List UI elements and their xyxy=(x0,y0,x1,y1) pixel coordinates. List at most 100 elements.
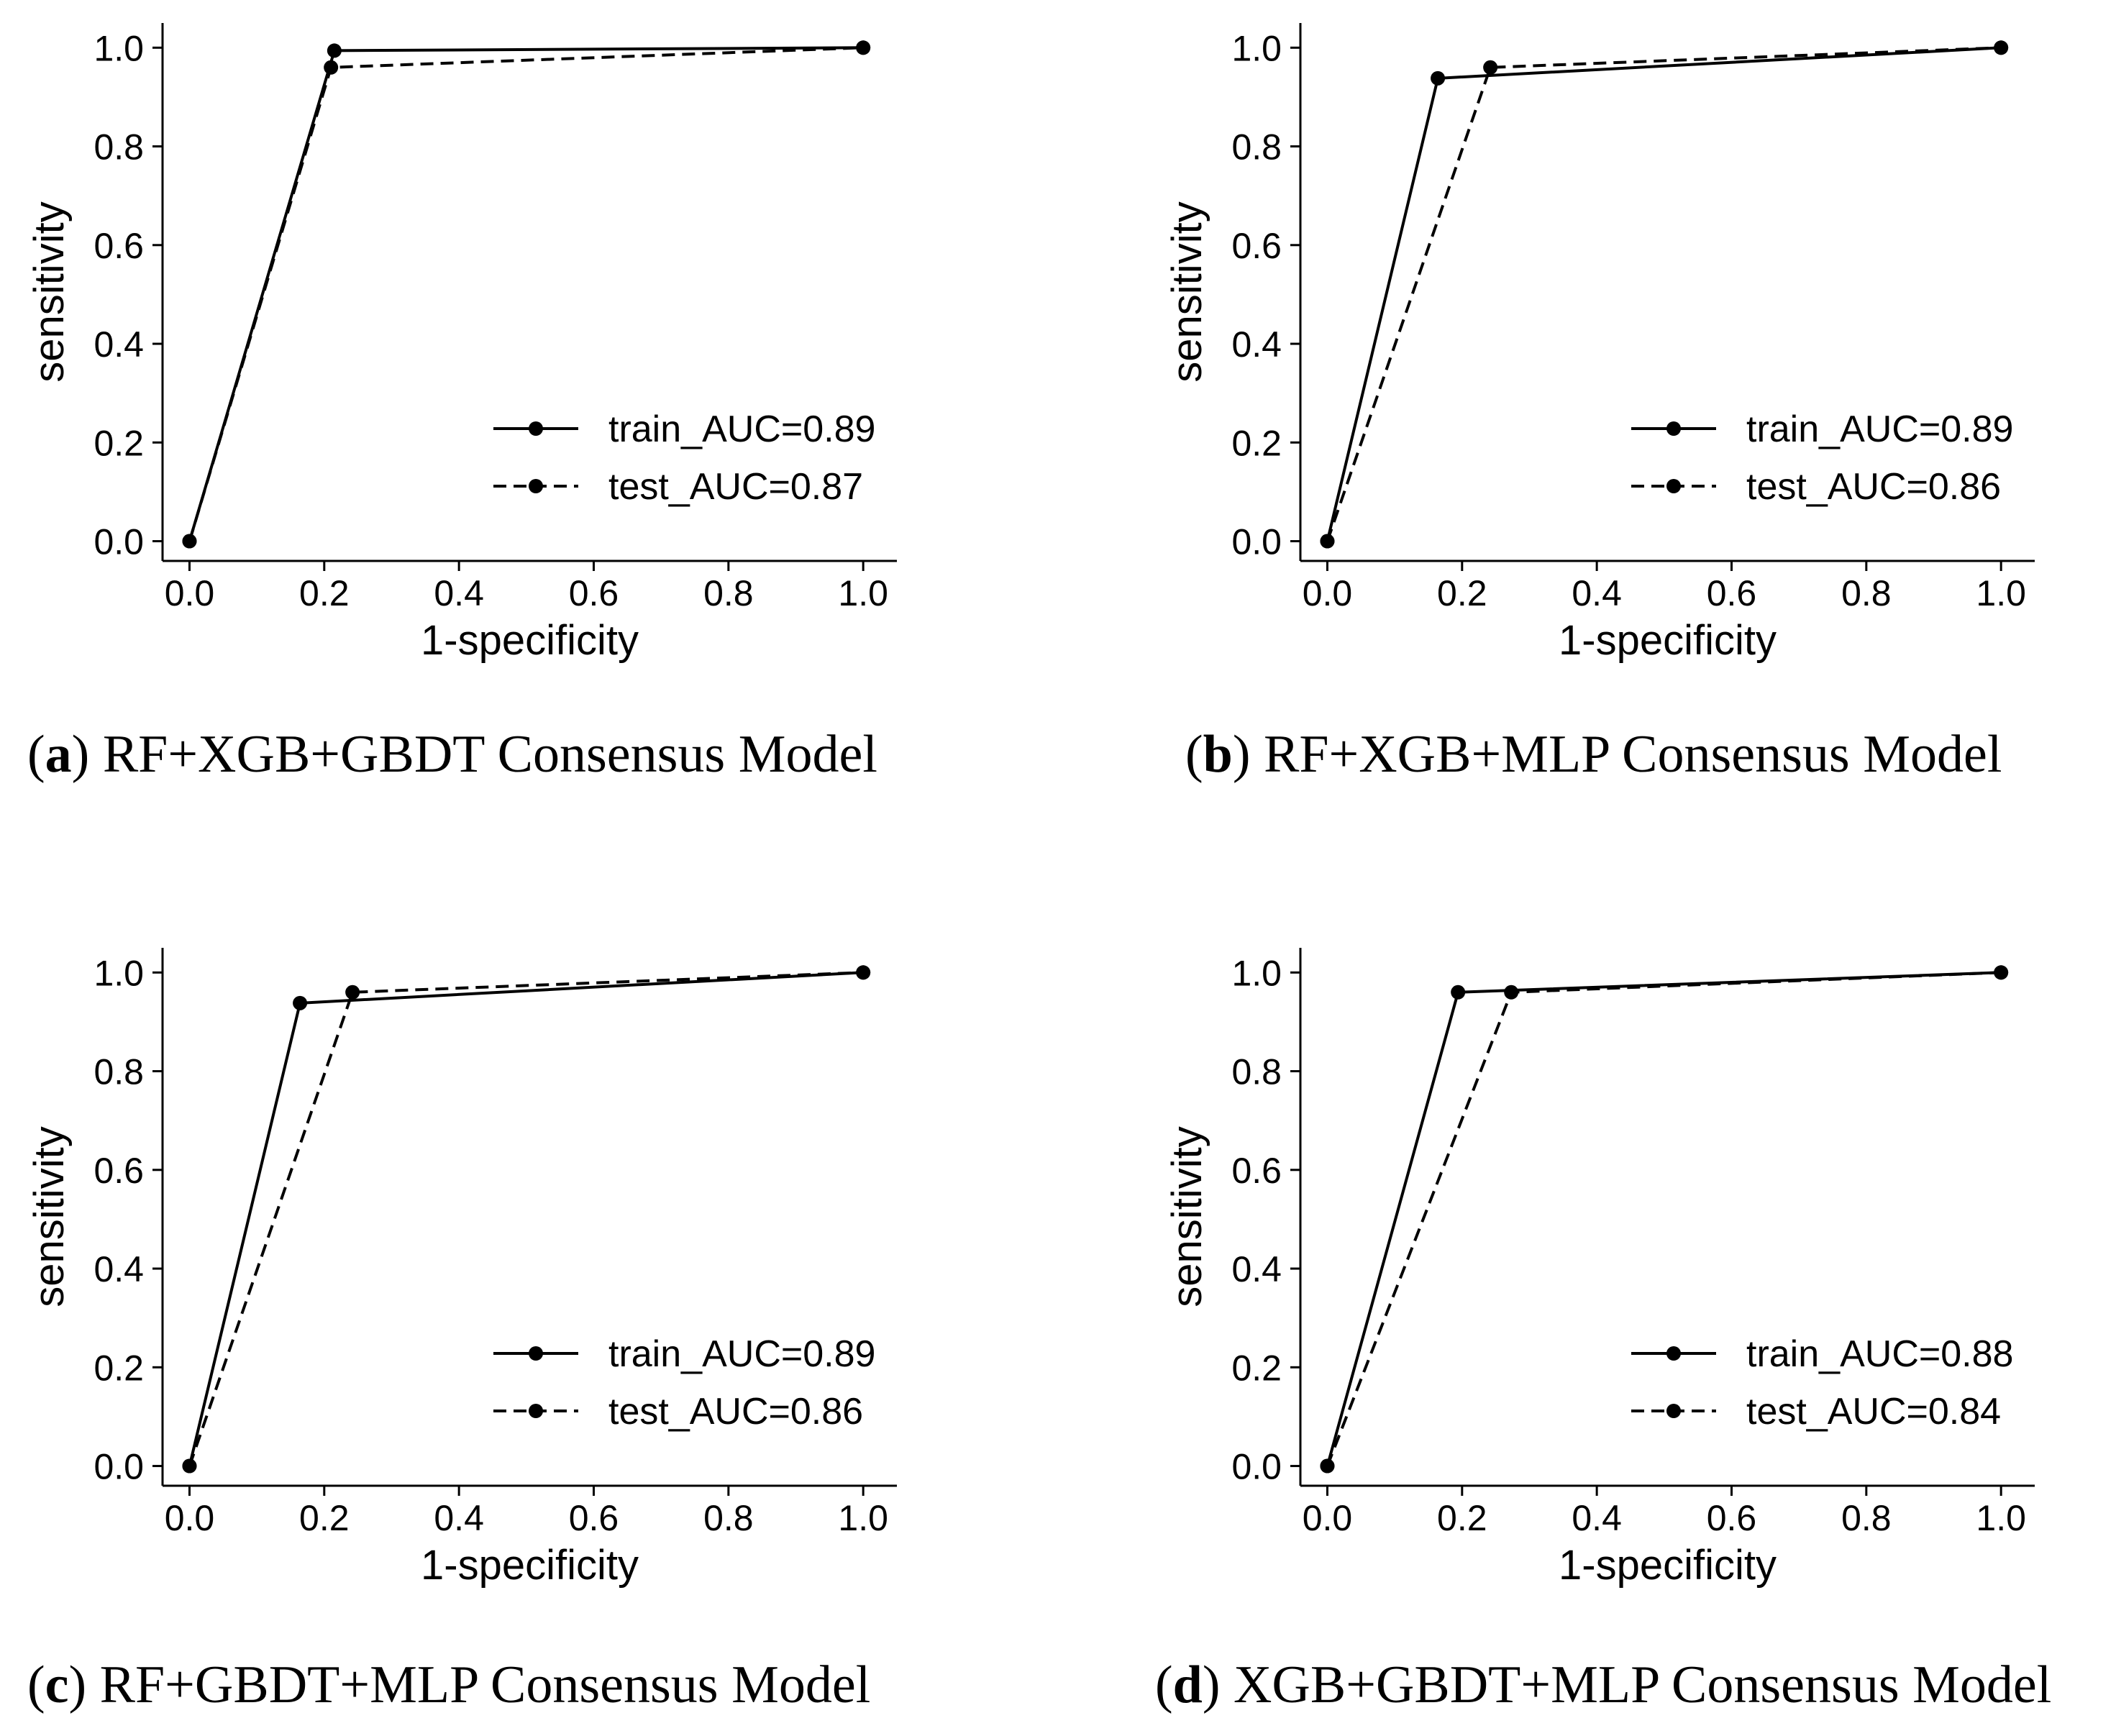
panel-d-x-tick-label: 0.4 xyxy=(1572,1498,1622,1538)
panel-d-x-tick-label: 0.8 xyxy=(1841,1498,1892,1538)
panel-c-x-tick-label: 0.2 xyxy=(299,1498,350,1538)
panel-a-caption-letter: a xyxy=(45,725,72,784)
panel-a-x-tick-label: 0.0 xyxy=(165,573,215,613)
panel-b-x-tick-label: 0.8 xyxy=(1841,573,1892,613)
panel-b-y-axis-label: sensitivity xyxy=(1164,201,1210,382)
panel-d-legend-0-marker xyxy=(1666,1346,1681,1361)
panel-b-y-tick-label: 0.6 xyxy=(1231,226,1282,266)
panel-d-chart: 0.0 0.2 0.4 0.6 0.8 1.0 0.0 0.2 0.4 0.6 0.8 1.0 1-sp… xyxy=(1164,948,2035,1589)
panel-b-y-tick-label: 0.8 xyxy=(1231,127,1282,168)
panel-a-x-tick-label: 0.6 xyxy=(569,573,619,613)
panel-d-y-tick-label: 0.4 xyxy=(1231,1249,1282,1289)
panel-d-x-tick-label: 0.0 xyxy=(1303,1498,1353,1538)
panel-a-y-axis-label: sensitivity xyxy=(26,201,73,382)
panel-a-y-tick-label: 0.4 xyxy=(94,324,144,365)
panel-c-chart: 0.0 0.2 0.4 0.6 0.8 1.0 0.0 0.2 0.4 0.6 0.8 1.0 1-sp… xyxy=(26,948,897,1589)
panel-c-y-tick-label: 0.6 xyxy=(94,1151,144,1191)
panel-c-x-tick-label: 1.0 xyxy=(838,1498,888,1538)
panel-b-chart: 0.0 0.2 0.4 0.6 0.8 1.0 0.0 0.2 0.4 0.6 0.8 1.0 1-sp… xyxy=(1164,23,2035,664)
panel-c-series-1-point xyxy=(182,1458,197,1474)
panel-b-x-tick-label: 0.4 xyxy=(1572,573,1622,613)
panel-c-caption: (c) RF+GBDT+MLP Consensus Model xyxy=(27,1655,871,1714)
panel-b-legend-1-marker xyxy=(1666,479,1681,493)
panel-b-y-tick-label: 0.2 xyxy=(1231,423,1282,463)
panel-c-y-tick-label: 0.4 xyxy=(94,1249,144,1289)
panel-b-caption: (b) RF+XGB+MLP Consensus Model xyxy=(1185,725,2002,784)
panel-d-caption-text: XGB+GBDT+MLP Consensus Model xyxy=(1233,1655,2052,1714)
panel-b-legend-0-label: train_AUC=0.89 xyxy=(1746,408,2013,450)
panel-d-legend-1-label: test_AUC=0.84 xyxy=(1746,1391,2001,1433)
panel-c-x-tick-label: 0.8 xyxy=(703,1498,754,1538)
panel-c-series-1-line xyxy=(188,971,864,1467)
panel-b-x-axis-label: 1-specificity xyxy=(1559,617,1777,664)
panel-d-y-tick-label: 1.0 xyxy=(1231,953,1282,993)
panel-b-series-1-line xyxy=(1326,46,2002,542)
panel-a-chart: 0.0 0.2 0.4 0.6 0.8 1.0 0.0 0.2 0.4 0.6 0.8 1.0 1-sp… xyxy=(26,23,897,664)
panel-b-y-tick-label: 0.4 xyxy=(1231,324,1282,365)
panel-a-series-1-point xyxy=(324,60,339,75)
panel-b-x-tick-label: 0.2 xyxy=(1437,573,1487,613)
panel-c-x-axis-label: 1-specificity xyxy=(421,1542,639,1589)
panel-a-y-tick-label: 0.2 xyxy=(94,423,144,463)
panel-b-series-1-point xyxy=(1994,40,2009,55)
panel-b-series-0-point xyxy=(1431,70,1446,86)
panel-c-x-tick-label: 0.4 xyxy=(434,1498,484,1538)
panel-d-y-axis-label: sensitivity xyxy=(1164,1126,1210,1307)
panel-c-x-tick-label: 0.6 xyxy=(569,1498,619,1538)
panel-d-series-1-point xyxy=(1320,1458,1335,1474)
panel-d-series-1-point xyxy=(1504,985,1519,1000)
panel-d-x-axis-label: 1-specificity xyxy=(1559,1542,1777,1589)
panel-a-x-axis-label: 1-specificity xyxy=(421,617,639,664)
panel-a-legend-1-marker xyxy=(529,479,543,493)
panel-d-x-tick-label: 0.2 xyxy=(1437,1498,1487,1538)
panel-c-series-1-point xyxy=(345,985,360,1000)
panel-d-series-0-point xyxy=(1451,985,1466,1000)
panel-d-caption-letter: d xyxy=(1172,1655,1203,1714)
panel-a-series-1-point xyxy=(182,534,197,549)
panel-d-legend-1-marker xyxy=(1666,1404,1681,1418)
panel-a-legend-1-label: test_AUC=0.87 xyxy=(608,466,863,508)
panel-c-y-tick-label: 1.0 xyxy=(94,953,144,993)
panel-c-legend-1-marker xyxy=(529,1404,543,1418)
panel-a-caption-text: RF+XGB+GBDT Consensus Model xyxy=(102,725,877,784)
panel-a-legend-0-marker xyxy=(529,421,543,436)
panel-d-y-tick-label: 0.0 xyxy=(1231,1447,1282,1487)
panel-a-legend-0-label: train_AUC=0.89 xyxy=(608,408,875,450)
panel-b-y-tick-label: 1.0 xyxy=(1231,28,1282,68)
panel-c-series-1-point xyxy=(856,965,871,980)
panel-c-y-tick-label: 0.8 xyxy=(94,1052,144,1092)
panel-c-x-tick-label: 0.0 xyxy=(165,1498,215,1538)
panel-b-x-tick-label: 0.6 xyxy=(1707,573,1757,613)
panel-a-y-tick-label: 0.0 xyxy=(94,522,144,562)
panel-d-y-tick-label: 0.8 xyxy=(1231,1052,1282,1092)
panel-b-x-tick-label: 1.0 xyxy=(1976,573,2026,613)
panel-b-caption-text: RF+XGB+MLP Consensus Model xyxy=(1263,725,2002,784)
panel-c-y-axis-label: sensitivity xyxy=(26,1126,73,1307)
panel-a-y-tick-label: 0.6 xyxy=(94,226,144,266)
panel-b-series-1-point xyxy=(1320,534,1335,549)
panel-b-legend-0-marker xyxy=(1666,421,1681,436)
panel-d-caption: (d) XGB+GBDT+MLP Consensus Model xyxy=(1155,1655,2052,1714)
panel-a-caption: (a) RF+XGB+GBDT Consensus Model xyxy=(27,725,877,784)
panel-c-legend-0-label: train_AUC=0.89 xyxy=(608,1333,875,1375)
panel-a-y-tick-label: 0.8 xyxy=(94,127,144,168)
panel-a-series-0-point xyxy=(327,43,342,58)
panel-b-legend-1-label: test_AUC=0.86 xyxy=(1746,466,2001,508)
panel-a-x-tick-label: 1.0 xyxy=(838,573,888,613)
panel-a-y-tick-label: 1.0 xyxy=(94,28,144,68)
panel-d-x-tick-label: 1.0 xyxy=(1976,1498,2026,1538)
panel-b-x-tick-label: 0.0 xyxy=(1303,573,1353,613)
panel-d-x-tick-label: 0.6 xyxy=(1707,1498,1757,1538)
panel-a-x-tick-label: 0.8 xyxy=(703,573,754,613)
panel-c-y-tick-label: 0.0 xyxy=(94,1447,144,1487)
panel-c-legend-1-label: test_AUC=0.86 xyxy=(608,1391,863,1433)
panel-a-series-1-point xyxy=(856,40,871,55)
panel-d-series-1-point xyxy=(1994,965,2009,980)
panel-d-legend-0-label: train_AUC=0.88 xyxy=(1746,1333,2013,1375)
panel-b-series-1-point xyxy=(1483,60,1498,75)
panel-b-y-tick-label: 0.0 xyxy=(1231,522,1282,562)
panel-a-x-tick-label: 0.4 xyxy=(434,573,484,613)
panel-d-y-tick-label: 0.6 xyxy=(1231,1151,1282,1191)
panel-c-series-0-point xyxy=(293,995,308,1010)
